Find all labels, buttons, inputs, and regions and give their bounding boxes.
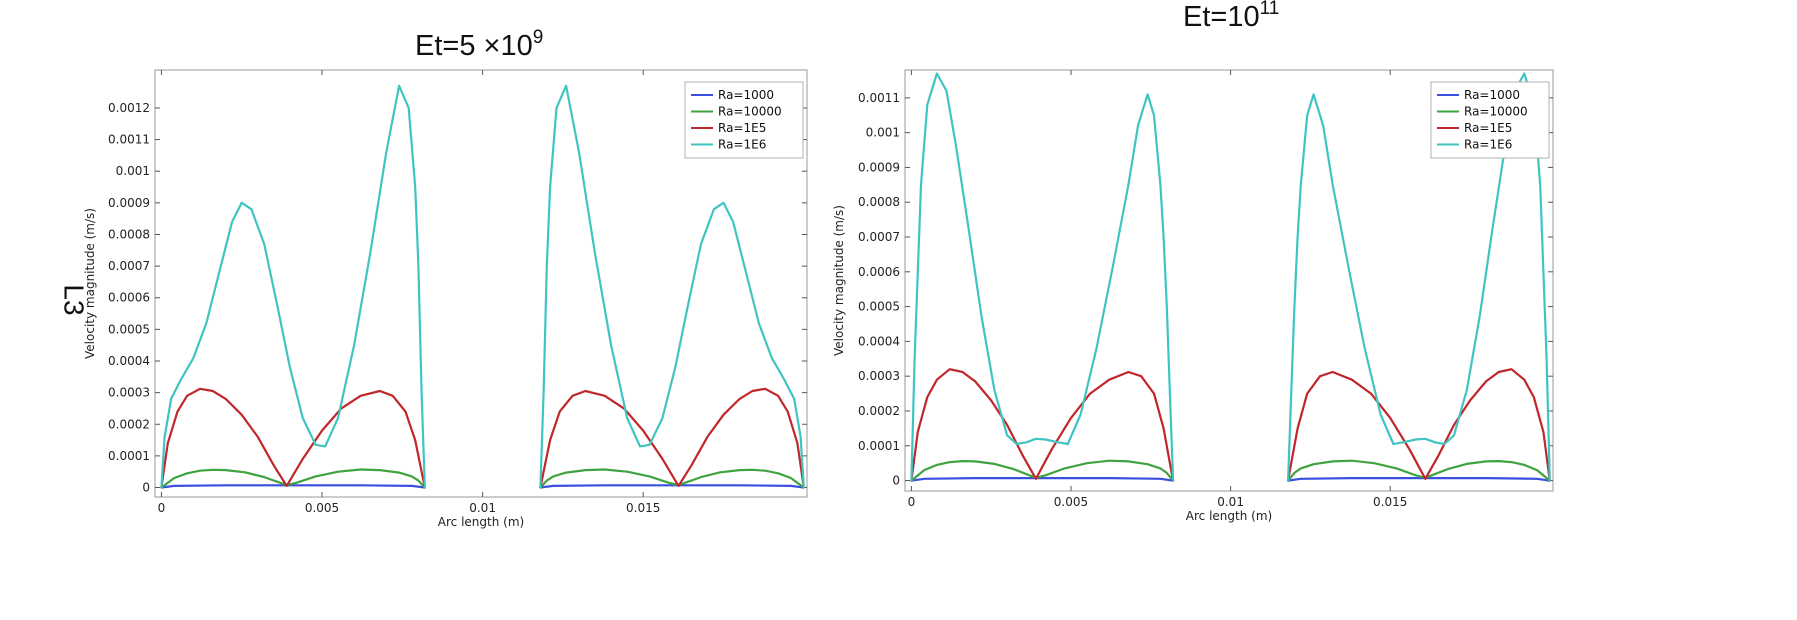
row-label: L3 bbox=[59, 284, 90, 315]
y-axis-label: Velocity magnitude (m/s) bbox=[83, 208, 97, 359]
series-line-ra-1e5 bbox=[910, 368, 1175, 482]
y-tick-label: 0.0012 bbox=[108, 101, 150, 115]
y-tick-label: 0.0008 bbox=[858, 195, 900, 209]
legend-label-ra-1e5: Ra=1E5 bbox=[718, 121, 766, 135]
x-tick-label: 0.005 bbox=[1054, 495, 1088, 509]
series-line-ra-1e6 bbox=[539, 84, 805, 489]
y-tick-label: 0 bbox=[142, 481, 150, 495]
series-line-ra-1000 bbox=[539, 484, 805, 489]
panel-title-left-exponent: 9 bbox=[533, 27, 544, 48]
panel-title-left-main: Et=5 ×10 bbox=[415, 30, 533, 62]
series-line-ra-1e5 bbox=[160, 387, 426, 489]
series-line-ra-1e6 bbox=[160, 84, 426, 489]
panel-title-right-exponent: 11 bbox=[1260, 0, 1280, 19]
y-tick-label: 0.0006 bbox=[858, 265, 900, 279]
y-tick-label: 0.0001 bbox=[858, 439, 900, 453]
panel-title-right: Et=1011 bbox=[1183, 0, 1279, 33]
y-tick-label: 0.0003 bbox=[108, 386, 150, 400]
panel-title-left: Et=5 ×109 bbox=[415, 27, 543, 62]
legend-label-ra-10000: Ra=10000 bbox=[1464, 105, 1528, 119]
series-line-ra-1000 bbox=[160, 484, 426, 489]
series-line-ra-1e6 bbox=[910, 72, 1175, 482]
legend-label-ra-1e5: Ra=1E5 bbox=[1464, 121, 1512, 135]
y-tick-label: 0.001 bbox=[116, 164, 150, 178]
series-group bbox=[160, 84, 805, 489]
legend: Ra=1000 Ra=10000 Ra=1E5 Ra=1E6 bbox=[684, 81, 804, 159]
x-axis-label: Arc length (m) bbox=[1186, 509, 1272, 523]
x-axis-label: Arc length (m) bbox=[438, 515, 524, 529]
legend-label-ra-1000: Ra=1000 bbox=[1464, 88, 1520, 102]
y-tick-label: 0.0005 bbox=[858, 300, 900, 314]
series-line-ra-1e5 bbox=[539, 387, 805, 489]
y-tick-label: 0.0004 bbox=[108, 354, 150, 368]
y-tick-label: 0.0011 bbox=[108, 133, 150, 147]
chart-panel-left: 0 0.005 0.01 0.015 0 0.0001 0.0002 0.0003 0.0004… bbox=[83, 69, 808, 529]
series-line-ra-1000 bbox=[1287, 477, 1551, 482]
y-tick-label: 0.001 bbox=[866, 126, 900, 140]
y-tick-label: 0.0009 bbox=[108, 196, 150, 210]
y-tick-label: 0.0007 bbox=[858, 230, 900, 244]
y-tick-label: 0.0007 bbox=[108, 259, 150, 273]
y-tick-label: 0.0004 bbox=[858, 334, 900, 348]
y-axis-label: Velocity magnitude (m/s) bbox=[832, 205, 846, 356]
legend-label-ra-1000: Ra=1000 bbox=[718, 88, 774, 102]
y-tick-label: 0.0005 bbox=[108, 322, 150, 336]
legend-label-ra-1e6: Ra=1E6 bbox=[1464, 138, 1512, 152]
y-tick-label: 0.0002 bbox=[108, 417, 150, 431]
y-tick-label: 0.0011 bbox=[858, 91, 900, 105]
x-tick-label: 0.015 bbox=[626, 501, 660, 515]
x-tick-label: 0.015 bbox=[1373, 495, 1407, 509]
y-tick-label: 0 bbox=[892, 474, 900, 488]
x-tick-label: 0.01 bbox=[1217, 495, 1244, 509]
y-tick-label: 0.0009 bbox=[858, 160, 900, 174]
x-tick-label: 0 bbox=[158, 501, 166, 515]
series-line-ra-1000 bbox=[910, 477, 1175, 482]
x-tick-label: 0.01 bbox=[469, 501, 496, 515]
series-line-ra-1e5 bbox=[1287, 368, 1551, 482]
chart-panel-right: 0 0.005 0.01 0.015 0 0.0001 0.0002 0.0003 0.0004… bbox=[832, 69, 1554, 523]
legend-label-ra-10000: Ra=10000 bbox=[718, 105, 782, 119]
panel-title-right-main: Et=10 bbox=[1183, 1, 1260, 33]
y-tick-label: 0.0003 bbox=[858, 369, 900, 383]
y-tick-label: 0.0008 bbox=[108, 227, 150, 241]
legend-label-ra-1e6: Ra=1E6 bbox=[718, 138, 766, 152]
x-tick-label: 0.005 bbox=[305, 501, 339, 515]
x-tick-label: 0 bbox=[908, 495, 916, 509]
y-tick-label: 0.0006 bbox=[108, 291, 150, 305]
legend: Ra=1000 Ra=10000 Ra=1E5 Ra=1E6 bbox=[1430, 81, 1550, 159]
y-tick-label: 0.0002 bbox=[858, 404, 900, 418]
y-tick-label: 0.0001 bbox=[108, 449, 150, 463]
